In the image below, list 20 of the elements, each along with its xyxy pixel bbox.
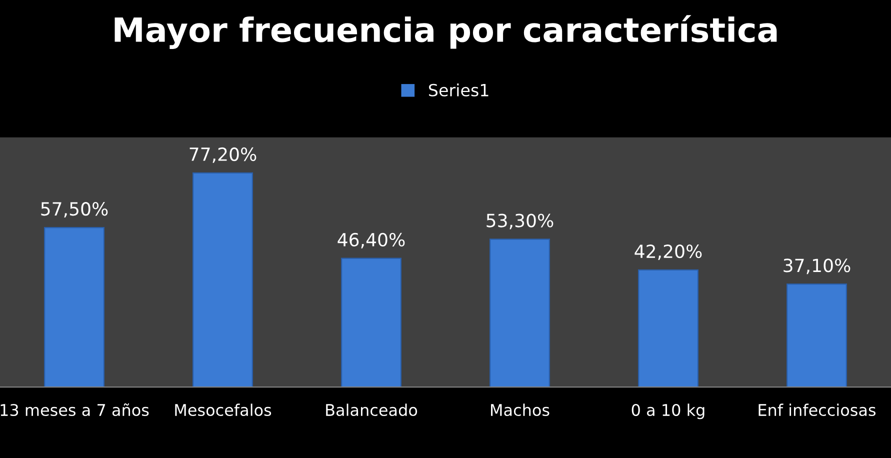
bar: [489, 238, 550, 388]
x-tick-label: 13 meses a 7 años: [0, 403, 149, 416]
data-label: 37,10%: [784, 258, 850, 274]
x-tick-label: Balanceado: [326, 404, 418, 416]
bar: [192, 172, 254, 388]
bar: [786, 284, 848, 388]
data-label: 46,40%: [338, 232, 405, 248]
x-tick-label: Machos: [491, 404, 550, 416]
bar: [638, 269, 699, 388]
legend-label: Series1: [429, 84, 488, 96]
x-tick-label: Enf infecciosas: [758, 404, 876, 416]
x-tick-label: 0 a 10 kg: [632, 404, 704, 420]
x-tick-label: Mesocefalos: [175, 404, 272, 416]
data-label: 53,30%: [486, 214, 554, 230]
bar: [340, 258, 402, 388]
bar: [44, 226, 105, 388]
data-label: 77,20%: [190, 147, 256, 163]
data-label: 42,20%: [634, 244, 702, 260]
chart-title: Mayor frecuencia por característica: [114, 15, 777, 49]
data-label: 57,50%: [41, 202, 108, 218]
